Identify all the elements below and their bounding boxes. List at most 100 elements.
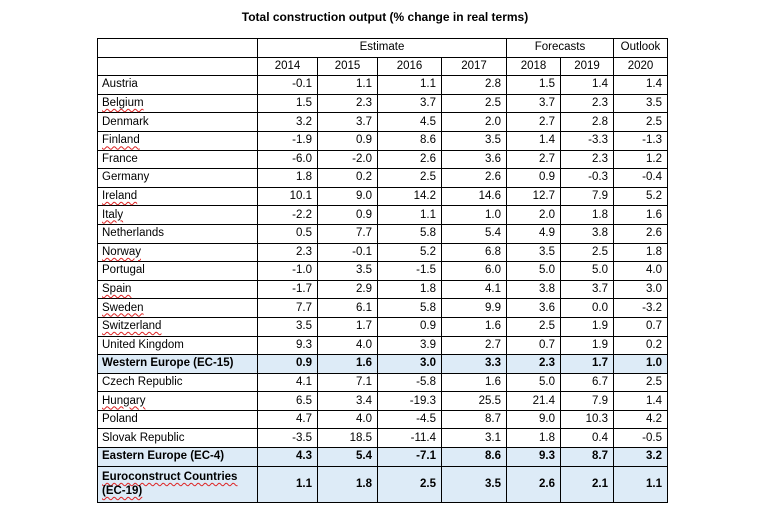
value-cell: 3.4 [317,391,378,411]
value-cell: 2.5 [613,372,668,393]
value-cell: 3.0 [377,354,442,374]
value-cell: 5.8 [377,298,442,318]
value-cell: 9.3 [257,335,318,356]
value-cell: 1.4 [613,391,668,411]
value-cell: 3.5 [613,93,668,114]
value-cell: 2.5 [377,168,442,188]
value-cell: 2.7 [506,149,561,170]
table-row: Hungary 6.5 3.4 -19.3 25.5 21.4 7.9 1.4 [97,391,668,411]
table-row: Portugal -1.0 3.5 -1.5 6.0 5.0 5.0 4.0 [97,261,668,281]
country-name: Germany [102,171,150,184]
value-cell: 4.7 [257,409,318,430]
value-cell: 1.8 [317,465,378,503]
value-cell: -2.0 [317,149,378,170]
country-cell: Sweden [97,298,258,318]
country-cell: Denmark [97,112,258,132]
value-cell: -5.8 [377,372,442,393]
table-row: Finland -1.9 0.9 8.6 3.5 1.4 -3.3 -1.3 [97,130,668,151]
value-cell: 2.7 [441,335,507,356]
value-cell: 1.1 [317,75,378,95]
table-row: Austria -0.1 1.1 1.1 2.8 1.5 1.4 1.4 [97,75,668,95]
country-cell: France [97,149,258,170]
value-cell: 0.2 [317,168,378,188]
country-cell: Spain [97,279,258,300]
country-cell: Eastern Europe (EC-4) [97,447,258,467]
value-cell: 4.0 [317,409,378,430]
value-cell: 4.2 [613,409,668,430]
value-cell: -0.4 [613,168,668,188]
value-cell: 2.5 [441,93,507,114]
year-header: 2019 [560,56,614,77]
value-cell: 0.9 [377,316,442,337]
value-cell: 2.6 [506,465,561,503]
header-forecasts: Forecasts [506,38,614,58]
value-cell: 5.0 [506,372,561,393]
value-cell: -0.5 [613,428,668,449]
header-year-row: 2014 2015 2016 2017 2018 2019 2020 [97,56,668,77]
value-cell: 2.5 [560,242,614,263]
header-estimate: Estimate [257,38,507,58]
country-cell: Western Europe (EC-15) [97,354,258,374]
value-cell: 0.7 [506,335,561,356]
value-cell: 3.3 [441,354,507,374]
country-cell: Slovak Republic [97,428,258,449]
value-cell: 0.2 [613,335,668,356]
value-cell: 7.9 [560,391,614,411]
value-cell: 1.4 [506,130,561,151]
value-cell: 1.0 [613,354,668,374]
country-name: Czech Republic [102,375,183,388]
value-cell: 9.0 [506,409,561,430]
value-cell: 3.5 [441,130,507,151]
value-cell: 3.5 [317,261,378,281]
table-row: Czech Republic 4.1 7.1 -5.8 1.6 5.0 6.7 2.5 [97,372,668,393]
value-cell: 5.2 [613,186,668,207]
value-cell: 6.5 [257,391,318,411]
value-cell: 3.7 [560,279,614,300]
value-cell: 2.1 [560,465,614,503]
value-cell: 9.0 [317,186,378,207]
value-cell: 0.9 [506,168,561,188]
value-cell: 2.0 [506,205,561,225]
table-row: Denmark 3.2 3.7 4.5 2.0 2.7 2.8 2.5 [97,112,668,132]
value-cell: 2.8 [560,112,614,132]
value-cell: 8.6 [377,130,442,151]
country-cell: Portugal [97,261,258,281]
value-cell: 2.6 [441,168,507,188]
value-cell: 1.7 [560,354,614,374]
year-header: 2020 [613,56,668,77]
value-cell: 0.9 [257,354,318,374]
value-cell: 2.7 [506,112,561,132]
value-cell: 4.9 [506,223,561,244]
country-cell: Germany [97,168,258,188]
value-cell: -11.4 [377,428,442,449]
value-cell: 6.8 [441,242,507,263]
value-cell: 1.2 [613,149,668,170]
value-cell: -19.3 [377,391,442,411]
value-cell: 4.1 [441,279,507,300]
value-cell: -1.9 [257,130,318,151]
value-cell: 5.0 [560,261,614,281]
country-cell: Italy [97,205,258,225]
value-cell: 1.4 [613,75,668,95]
value-cell: 2.3 [560,93,614,114]
year-header: 2014 [257,56,318,77]
country-name: Italy [102,208,124,221]
value-cell: 4.0 [317,335,378,356]
value-cell: 3.6 [441,149,507,170]
header-blank [97,38,258,58]
value-cell: 21.4 [506,391,561,411]
value-cell: 14.6 [441,186,507,207]
country-name: Slovak Republic [102,431,185,444]
value-cell: 3.2 [257,112,318,132]
value-cell: 6.1 [317,298,378,318]
value-cell: 1.5 [506,75,561,95]
table-title: Total construction output (% change in r… [241,10,529,24]
country-name: Euroconstruct Countries (EC-19) [102,471,238,498]
value-cell: 8.7 [560,447,614,467]
value-cell: 4.1 [257,372,318,393]
value-cell: 3.7 [317,112,378,132]
value-cell: 0.4 [560,428,614,449]
country-name: Sweden [102,301,144,314]
value-cell: 2.6 [613,223,668,244]
value-cell: 2.6 [377,149,442,170]
